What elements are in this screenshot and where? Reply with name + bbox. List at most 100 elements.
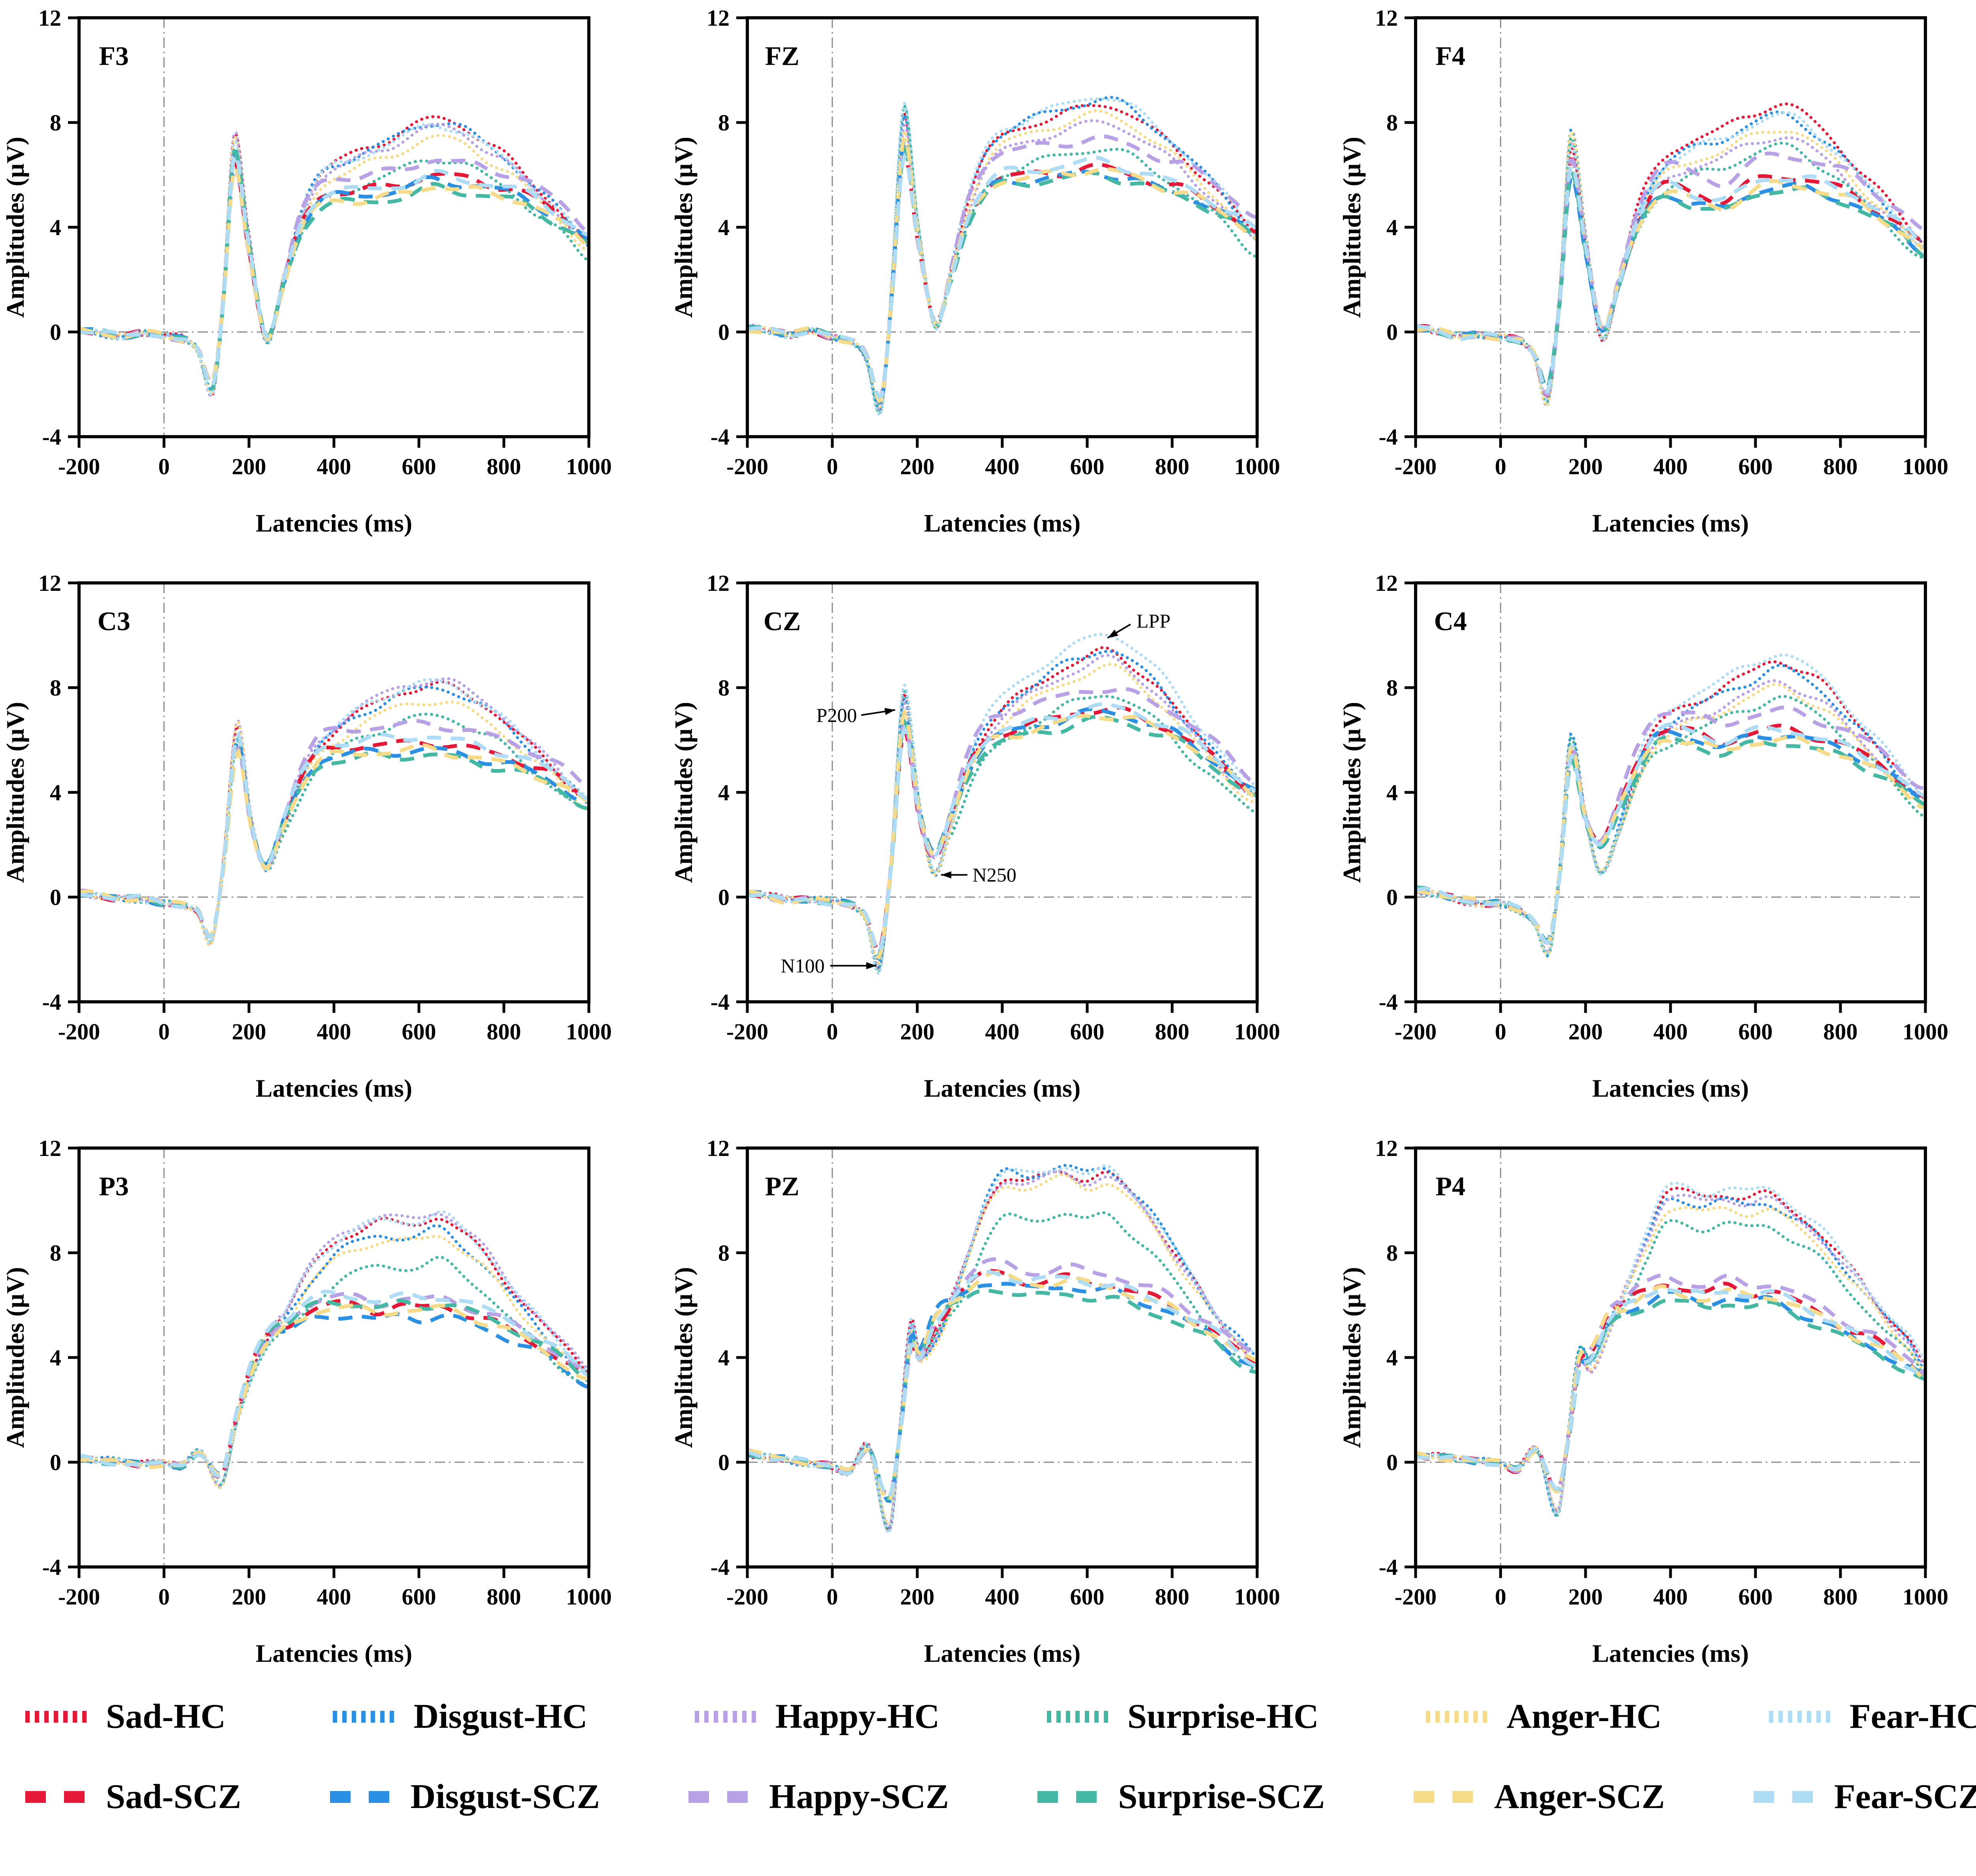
x-tick-label: 200 — [232, 454, 266, 479]
x-tick-label: 200 — [900, 1584, 935, 1610]
legend-label: Anger-HC — [1507, 1697, 1662, 1736]
series-Disgust-SCZ-line — [747, 707, 1257, 962]
x-tick-label: 600 — [1070, 1019, 1105, 1045]
series-Anger-SCZ-line — [747, 1270, 1257, 1503]
series-Happy-SCZ-line — [1416, 705, 1925, 945]
plot-frame — [746, 16, 1259, 438]
y-axis-title: Amplitudes (µV) — [669, 1267, 698, 1448]
y-tick-label: -4 — [1379, 1554, 1398, 1580]
x-tick-label: 600 — [402, 454, 436, 479]
series-Disgust-SCZ-line — [747, 134, 1257, 405]
x-tick-label: 800 — [1823, 454, 1858, 479]
series-Anger-SCZ-line — [79, 166, 589, 385]
plot-frame — [77, 581, 590, 1003]
subplot-FZ: -200 0 200 400 600 800 1000 -4 0 4 8 12 Latencies (m… — [669, 5, 1280, 537]
series-Happy-SCZ-line — [79, 1292, 589, 1478]
x-tick-label: 200 — [900, 1019, 935, 1045]
y-tick-label: 12 — [38, 570, 61, 596]
y-tick-label: 12 — [1375, 5, 1398, 31]
y-tick-label: 8 — [1386, 675, 1398, 701]
legend-swatch-disgust-scz-dashed-icon — [330, 1791, 394, 1803]
series-Fear-SCZ-line — [747, 152, 1257, 400]
y-tick-label: 4 — [50, 215, 61, 240]
legend-swatch-happy-scz-dashed-icon — [688, 1791, 753, 1803]
y-tick-label: 0 — [1386, 1450, 1398, 1475]
y-tick-label: -4 — [42, 1554, 61, 1580]
x-tick-label: 1000 — [1902, 1019, 1948, 1045]
annotation-arrowhead-N100 — [866, 962, 877, 969]
series-Disgust-SCZ-line — [79, 151, 589, 391]
series-Fear-HC-line — [747, 1164, 1257, 1535]
plot-frame — [746, 581, 1259, 1003]
legend: Sad-HC Disgust-HC Happy-HC Surprise-HC Anger… — [24, 1699, 1976, 1814]
y-tick-label: -4 — [42, 424, 61, 450]
subplot-cell-C4: -200 0 200 400 600 800 1000 -4 0 4 8 12 Latencies (m… — [1337, 565, 1976, 1130]
y-tick-label: 4 — [718, 215, 730, 240]
series-Fear-SCZ-line — [747, 1270, 1257, 1499]
x-tick-label: 0 — [158, 454, 170, 479]
legend-swatch-surprise-hc-dotted-icon — [1046, 1711, 1111, 1723]
y-tick-label: 8 — [50, 1240, 61, 1266]
y-tick-label: 8 — [50, 110, 61, 136]
x-tick-label: 200 — [1569, 454, 1603, 479]
y-tick-label: 0 — [718, 319, 730, 345]
series-Anger-SCZ-line — [747, 709, 1257, 960]
y-axis-title: Amplitudes (µV) — [669, 702, 698, 883]
series-Disgust-HC-line — [1416, 1196, 1925, 1517]
series-Happy-SCZ-line — [747, 1257, 1257, 1501]
series-Happy-HC-line — [79, 123, 589, 398]
series-Happy-SCZ-line — [747, 134, 1257, 402]
annotation-arrowhead-N250 — [941, 871, 952, 879]
subplot-cell-P4: -200 0 200 400 600 800 1000 -4 0 4 8 12 Latencies (m… — [1337, 1130, 1976, 1695]
series-Happy-HC-line — [747, 1170, 1257, 1529]
legend-label: Surprise-HC — [1127, 1697, 1319, 1736]
legend-label: Happy-SCZ — [769, 1778, 949, 1816]
legend-item-surprise-hc: Surprise-HC — [1045, 1699, 1319, 1734]
series-Sad-HC-line — [79, 1216, 589, 1488]
legend-label: Disgust-HC — [413, 1697, 588, 1736]
series-Anger-SCZ-line — [1416, 1284, 1925, 1494]
y-tick-label: 12 — [1375, 1135, 1398, 1161]
plot-frame — [746, 1146, 1259, 1569]
legend-swatch-fear-scz-dashed-icon — [1753, 1791, 1818, 1803]
annotation-label-P200: P200 — [816, 704, 857, 726]
x-axis-title: Latencies (ms) — [924, 509, 1080, 537]
x-tick-label: 400 — [317, 1584, 351, 1610]
legend-swatch-sad-scz-dashed-icon — [25, 1791, 89, 1803]
plot-frame — [1414, 581, 1927, 1003]
legend-swatch-fear-hc-dotted-icon — [1769, 1711, 1833, 1723]
series-Anger-SCZ-line — [79, 743, 589, 938]
y-tick-label: 4 — [50, 1345, 61, 1371]
x-tick-label: 400 — [985, 1584, 1020, 1610]
y-axis-title: Amplitudes (µV) — [1338, 1267, 1366, 1448]
y-tick-label: 4 — [1386, 780, 1398, 805]
series-Anger-HC-line — [79, 1235, 589, 1490]
series-Fear-HC-line — [79, 1210, 589, 1485]
series-Anger-HC-line — [1416, 1206, 1925, 1513]
series-Surprise-SCZ-line — [79, 1299, 589, 1477]
legend-item-fear-hc: Fear-HC — [1767, 1699, 1976, 1734]
legend-swatch-sad-hc-dotted-icon — [25, 1711, 89, 1723]
legend-label: Sad-SCZ — [106, 1778, 241, 1816]
x-tick-label: 0 — [1495, 1019, 1507, 1045]
waveforms-F4 — [1416, 102, 1925, 409]
y-tick-label: 0 — [718, 1450, 730, 1475]
x-axis-title: Latencies (ms) — [1592, 509, 1749, 537]
electrode-label: CZ — [764, 606, 801, 636]
x-tick-label: 600 — [402, 1019, 436, 1045]
y-axis-title: Amplitudes (µV) — [669, 137, 698, 318]
legend-swatch-anger-scz-dashed-icon — [1413, 1791, 1478, 1803]
legend-label: Fear-HC — [1850, 1697, 1976, 1736]
y-tick-label: 8 — [1386, 1240, 1398, 1266]
series-Surprise-SCZ-line — [1416, 735, 1925, 944]
legend-item-disgust-scz: Disgust-SCZ — [328, 1780, 600, 1814]
series-Sad-HC-line — [747, 104, 1257, 415]
x-tick-label: 1000 — [566, 1019, 612, 1045]
x-tick-label: 400 — [1654, 454, 1688, 479]
x-axis-title: Latencies (ms) — [256, 1074, 412, 1102]
series-Disgust-SCZ-line — [79, 1312, 589, 1476]
electrode-label: PZ — [765, 1171, 799, 1201]
x-tick-label: -200 — [726, 1584, 768, 1610]
waveforms-PZ — [747, 1163, 1257, 1535]
subplot-cell-F3: -200 0 200 400 600 800 1000 -4 0 4 8 12 Latencies (m… — [0, 0, 668, 565]
